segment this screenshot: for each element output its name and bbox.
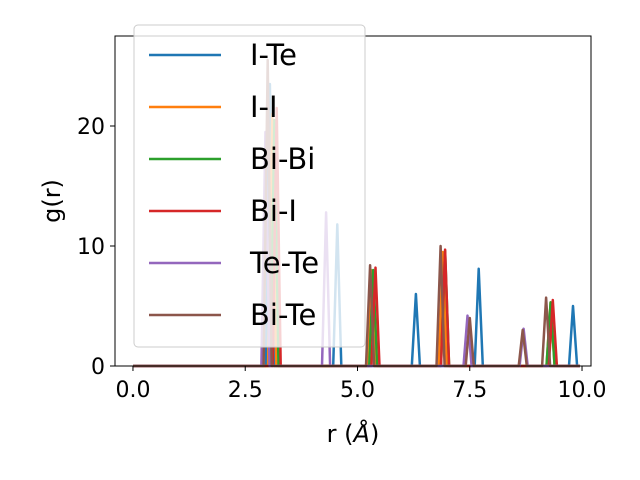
y-tick-label: 0 xyxy=(91,355,105,380)
ticks-layer: 0.0 2.5 5.0 7.5 10.0 0 10 20 xyxy=(77,115,607,403)
legend-label: Bi-Bi xyxy=(250,142,315,176)
y-axis-label: g(r) xyxy=(38,179,66,223)
y-tick-label: 10 xyxy=(77,235,105,260)
y-tick-label: 20 xyxy=(77,115,105,140)
legend: I-Te I-I Bi-Bi Bi-I Te-Te Bi-Te xyxy=(133,24,366,348)
x-tick-label: 0.0 xyxy=(115,378,150,403)
x-axis-label: r (Å) xyxy=(327,419,380,448)
legend-label: Bi-Te xyxy=(250,298,316,332)
legend-label: I-Te xyxy=(250,38,297,72)
legend-label: I-I xyxy=(250,90,278,124)
x-tick-label: 7.5 xyxy=(452,378,487,403)
x-tick-label: 5.0 xyxy=(340,378,375,403)
x-tick-label: 2.5 xyxy=(228,378,263,403)
x-tick-label: 10.0 xyxy=(558,378,607,403)
legend-box xyxy=(133,24,366,348)
legend-label: Te-Te xyxy=(249,246,319,280)
legend-label: Bi-I xyxy=(250,194,297,228)
